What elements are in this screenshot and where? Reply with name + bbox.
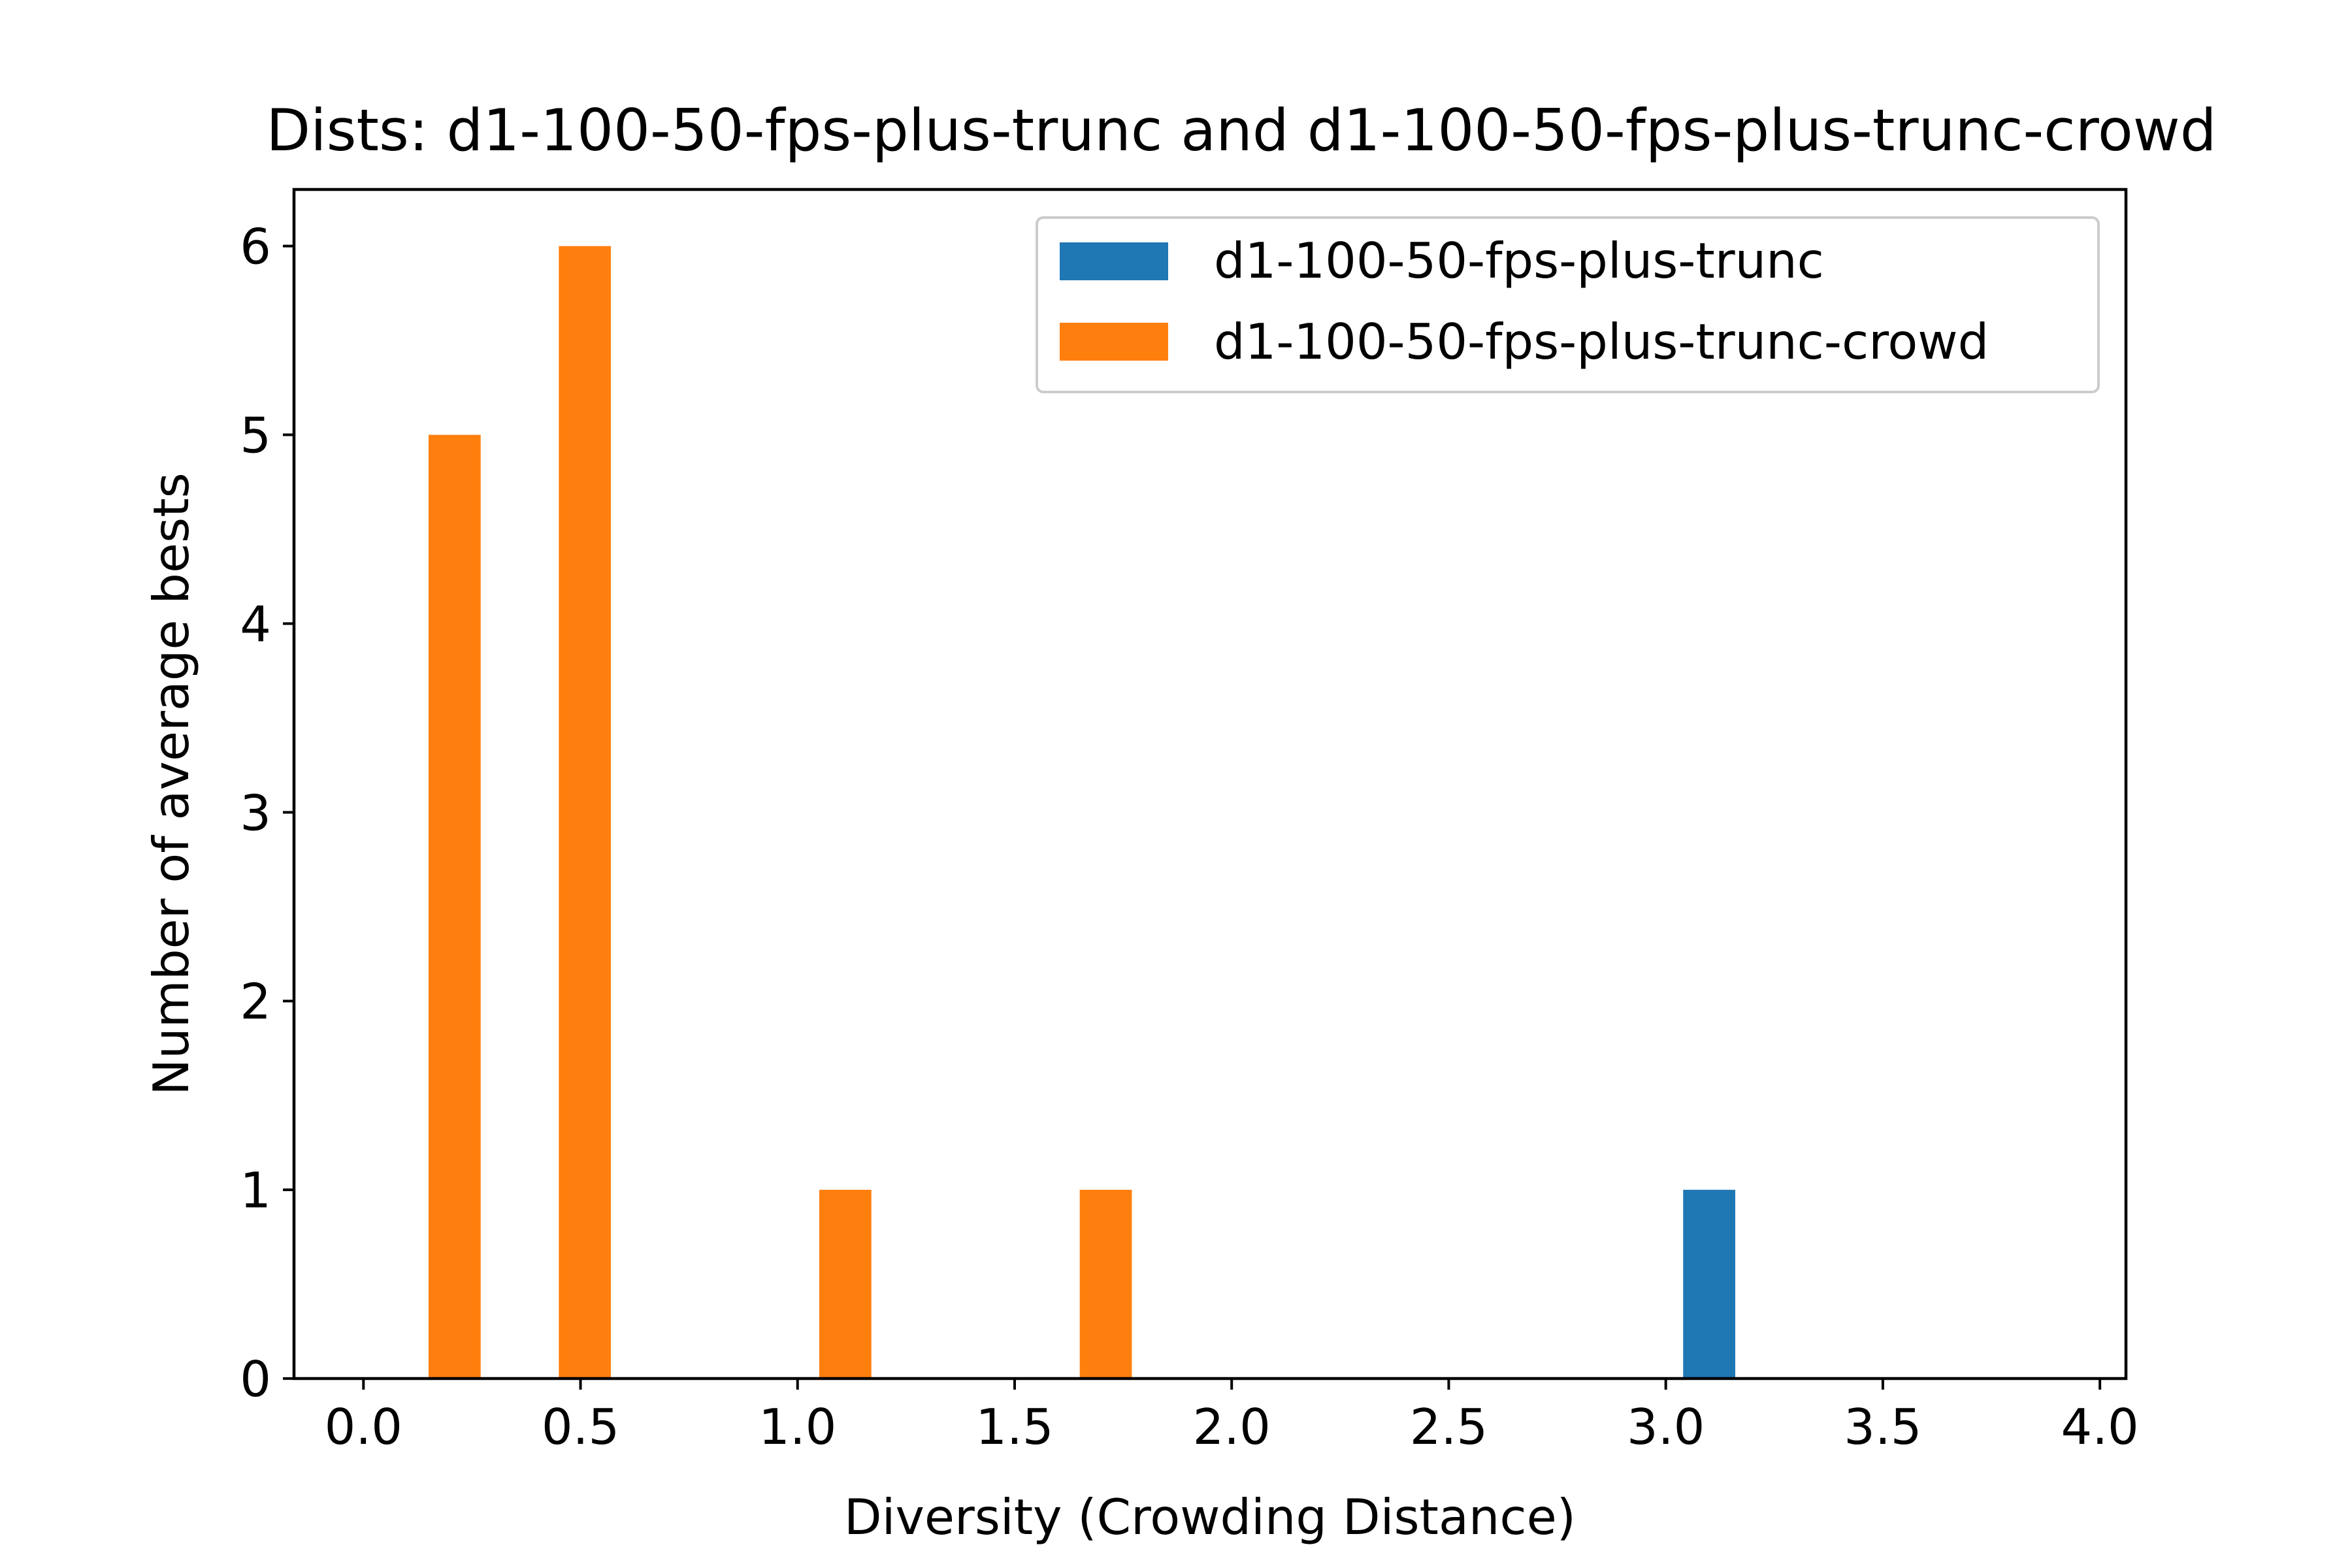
legend-label-series-2: d1-100-50-fps-plus-trunc-crowd xyxy=(1214,313,1989,370)
x-axis-ticks: 0.0 0.5 1.0 1.5 2.0 2.5 3.0 3.5 4.0 xyxy=(325,1379,2139,1456)
x-tick-label: 2.5 xyxy=(1410,1398,1488,1456)
legend-box xyxy=(1036,216,2100,393)
y-tick-label: 0 xyxy=(240,1350,271,1408)
bar-series-2-4 xyxy=(1079,1190,1132,1379)
x-tick-label: 0.0 xyxy=(325,1398,402,1456)
y-axis-ticks: 0 1 2 3 4 5 6 xyxy=(240,218,294,1408)
y-tick-label: 2 xyxy=(240,973,271,1030)
x-tick-label: 4.0 xyxy=(2061,1398,2138,1456)
legend-swatch-blue xyxy=(1060,242,1168,280)
bars-layer xyxy=(428,246,1735,1379)
y-axis-label: Number of average bests xyxy=(142,472,200,1095)
x-tick-label: 2.0 xyxy=(1193,1398,1271,1456)
legend-label-series-1: d1-100-50-fps-plus-trunc xyxy=(1214,232,1824,289)
x-tick-label: 1.5 xyxy=(975,1398,1053,1456)
x-tick-label: 3.0 xyxy=(1627,1398,1705,1456)
bar-series-2-2 xyxy=(559,246,612,1379)
y-tick-label: 4 xyxy=(240,595,271,653)
y-tick-label: 5 xyxy=(240,407,271,465)
legend-swatch-orange xyxy=(1060,323,1168,361)
bar-series-2-1 xyxy=(428,434,481,1379)
x-axis-label: Diversity (Crowding Distance) xyxy=(844,1488,1576,1546)
plot-area-frame xyxy=(292,188,2128,1380)
bar-series-1-1 xyxy=(1683,1190,1735,1379)
y-tick-label: 6 xyxy=(240,218,271,276)
legend: d1-100-50-fps-plus-trunc d1-100-50-fps-p… xyxy=(1036,216,2100,393)
x-tick-label: 1.0 xyxy=(759,1398,836,1456)
chart-title: Dists: d1-100-50-fps-plus-trunc and d1-1… xyxy=(266,97,2216,164)
bar-series-2-3 xyxy=(819,1190,872,1379)
y-tick-label: 3 xyxy=(240,784,271,841)
y-tick-label: 1 xyxy=(240,1162,271,1219)
x-tick-label: 3.5 xyxy=(1844,1398,1921,1456)
x-tick-label: 0.5 xyxy=(542,1398,619,1456)
